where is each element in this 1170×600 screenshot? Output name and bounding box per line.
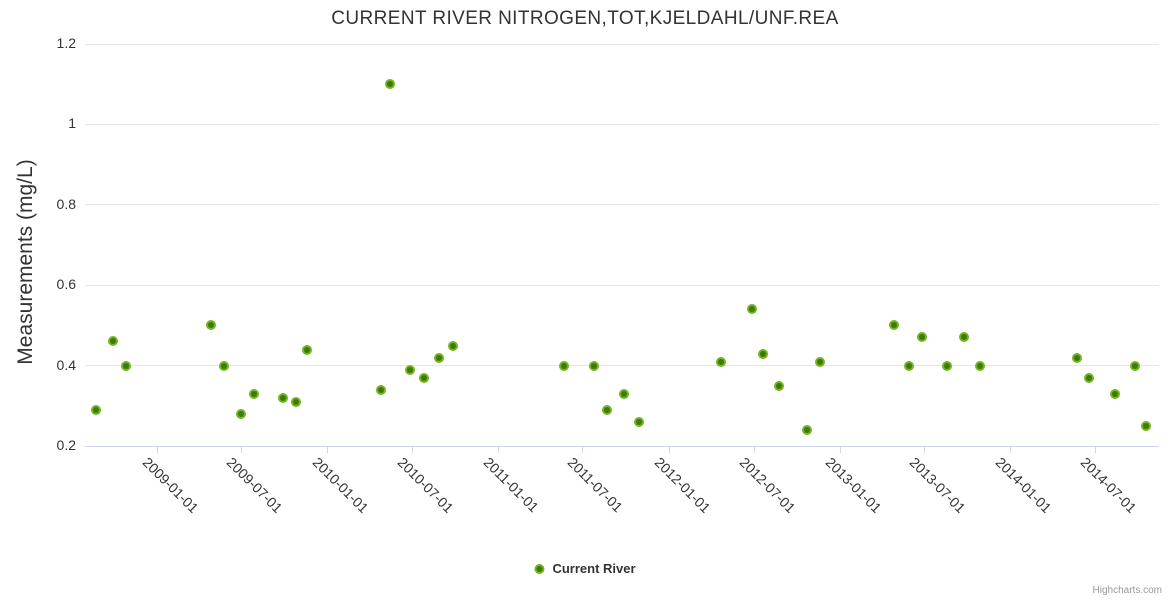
data-point[interactable] xyxy=(889,320,900,331)
x-axis-tick xyxy=(839,447,841,453)
data-point[interactable] xyxy=(773,380,784,391)
highcharts-credits-link[interactable]: Highcharts.com xyxy=(1092,585,1162,596)
data-point[interactable] xyxy=(758,348,769,359)
data-point[interactable] xyxy=(404,364,415,375)
x-axis-tick xyxy=(156,447,158,453)
x-axis-tick xyxy=(241,447,243,453)
data-point[interactable] xyxy=(815,356,825,367)
data-point[interactable] xyxy=(376,384,387,395)
data-point[interactable] xyxy=(633,416,644,427)
x-axis-tick xyxy=(668,447,670,453)
data-point[interactable] xyxy=(716,356,727,367)
x-axis-label: 2014-07-01 xyxy=(1077,454,1140,516)
x-axis-tick xyxy=(327,447,329,453)
data-point[interactable] xyxy=(108,336,119,347)
data-point[interactable] xyxy=(447,340,458,351)
legend-label: Current River xyxy=(552,561,636,576)
data-point[interactable] xyxy=(618,388,629,399)
x-axis-tick xyxy=(924,447,926,453)
legend-marker-icon xyxy=(534,563,545,574)
data-point[interactable] xyxy=(1109,388,1120,399)
data-point[interactable] xyxy=(601,404,612,415)
data-point[interactable] xyxy=(418,372,429,383)
data-point[interactable] xyxy=(385,79,396,90)
y-gridline xyxy=(85,284,1159,286)
data-point[interactable] xyxy=(290,396,301,407)
x-axis-tick xyxy=(497,447,499,453)
data-point[interactable] xyxy=(746,304,757,315)
x-axis-label: 2009-01-01 xyxy=(139,454,202,516)
x-axis-line xyxy=(85,446,1159,447)
y-gridline xyxy=(85,43,1159,45)
data-point[interactable] xyxy=(301,344,312,355)
data-point[interactable] xyxy=(277,392,288,403)
x-axis-label: 2013-07-01 xyxy=(906,454,969,516)
chart-title: CURRENT RIVER NITROGEN,TOT,KJELDAHL/UNF.… xyxy=(331,8,839,29)
y-gridline xyxy=(85,123,1159,125)
data-point[interactable] xyxy=(206,320,217,331)
data-point[interactable] xyxy=(1140,420,1151,431)
x-axis-tick xyxy=(411,447,413,453)
data-point[interactable] xyxy=(219,360,230,371)
x-axis-label: 2011-01-01 xyxy=(480,454,542,516)
x-axis-label: 2012-07-01 xyxy=(736,454,799,516)
x-axis-tick xyxy=(1094,447,1096,453)
x-axis-label: 2010-07-01 xyxy=(394,454,457,516)
data-point[interactable] xyxy=(1072,352,1083,363)
x-axis-tick xyxy=(753,447,755,453)
y-axis-label: 1 xyxy=(68,115,76,132)
y-axis-label: 0.4 xyxy=(56,356,76,373)
data-point[interactable] xyxy=(974,360,985,371)
data-point[interactable] xyxy=(1084,372,1095,383)
x-axis-label: 2011-07-01 xyxy=(565,454,627,516)
x-axis-label: 2014-01-01 xyxy=(992,454,1055,516)
data-point[interactable] xyxy=(802,424,813,435)
data-point[interactable] xyxy=(120,360,131,371)
x-axis-tick xyxy=(582,447,584,453)
x-axis-label: 2012-01-01 xyxy=(651,454,714,516)
y-axis-title: Measurements (mg/L) xyxy=(14,159,37,365)
y-gridline xyxy=(85,204,1159,206)
data-point[interactable] xyxy=(91,404,102,415)
y-axis-label: 0.8 xyxy=(56,195,76,212)
data-point[interactable] xyxy=(941,360,952,371)
y-axis-label: 0.6 xyxy=(56,276,76,293)
legend-item-current-river[interactable]: Current River xyxy=(534,561,636,576)
y-axis-label: 0.2 xyxy=(56,437,76,453)
x-axis-label: 2009-07-01 xyxy=(223,454,286,516)
data-point[interactable] xyxy=(588,360,599,371)
y-axis-label: 1.2 xyxy=(56,35,76,51)
data-point[interactable] xyxy=(1130,360,1141,371)
x-axis-label: 2013-01-01 xyxy=(822,454,885,516)
data-point[interactable] xyxy=(433,352,444,363)
y-gridline xyxy=(85,365,1159,367)
data-point[interactable] xyxy=(903,360,914,371)
data-point[interactable] xyxy=(916,332,927,343)
data-point[interactable] xyxy=(959,332,970,343)
x-axis-label: 2010-01-01 xyxy=(309,454,372,516)
x-axis-tick xyxy=(1010,447,1012,453)
data-point[interactable] xyxy=(249,388,260,399)
data-point[interactable] xyxy=(235,408,246,419)
data-point[interactable] xyxy=(558,360,569,371)
